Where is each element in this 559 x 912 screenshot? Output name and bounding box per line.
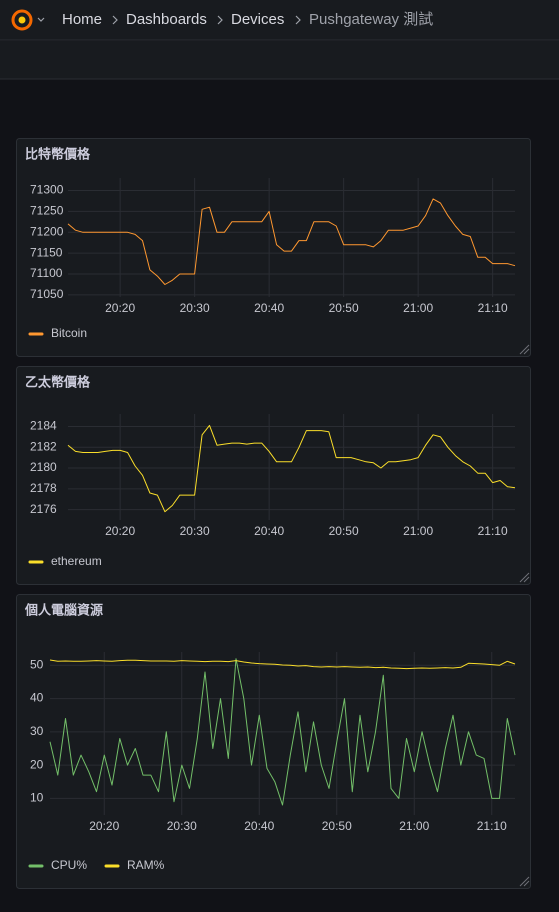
panel-frame [16, 138, 531, 357]
grafana-logo[interactable] [11, 9, 33, 31]
x-tick-label: 20:30 [180, 301, 210, 315]
toolbar [0, 41, 559, 79]
panel-frame [16, 366, 531, 585]
series-line [49, 658, 516, 806]
y-tick-label: 71100 [30, 266, 63, 280]
x-tick-label: 21:10 [478, 301, 508, 315]
y-tick-label: 71300 [30, 183, 64, 197]
y-tick-label: 2182 [30, 439, 57, 453]
chevron [112, 15, 118, 25]
resize-handle [519, 876, 530, 887]
y-tick-label: 10 [30, 791, 44, 805]
resize-handle [519, 572, 530, 583]
y-tick-label: 2178 [30, 481, 57, 495]
panel-title: 比特幣價格 [25, 146, 91, 161]
legend-label: ethereum [51, 554, 102, 568]
series-line [67, 198, 516, 285]
y-tick-label: 71200 [30, 224, 64, 238]
y-tick-label: 30 [30, 724, 44, 738]
y-tick-label: 71250 [30, 204, 64, 218]
x-tick-label: 20:20 [105, 524, 135, 538]
x-tick-label: 21:10 [477, 819, 507, 833]
breadcrumb-dashboards[interactable]: Dashboards [126, 11, 207, 28]
breadcrumb-current: Pushgateway 測試 [309, 11, 433, 28]
chevron [217, 15, 223, 25]
x-tick-label: 20:30 [180, 524, 210, 538]
x-tick-label: 20:20 [89, 819, 119, 833]
logo-ring [11, 9, 33, 31]
series-line [49, 659, 516, 670]
panel: 乙太幣價格 2176 2178 2180 2182 2184 20:20 20:30 20:40… [16, 366, 531, 585]
x-tick-label: 20:40 [254, 301, 284, 315]
series-line [67, 424, 516, 513]
x-tick-label: 21:10 [478, 524, 508, 538]
x-tick-label: 20:50 [329, 301, 359, 315]
x-tick-label: 20:50 [322, 819, 352, 833]
y-tick-label: 2184 [30, 419, 57, 433]
panel-title: 個人電腦資源 [24, 602, 103, 617]
x-tick-label: 21:00 [403, 524, 433, 538]
x-tick-label: 20:40 [244, 819, 274, 833]
panel-frame [16, 594, 531, 889]
y-tick-label: 20 [30, 757, 44, 771]
y-tick-label: 2176 [30, 502, 57, 516]
breadcrumb-devices[interactable]: Devices [231, 11, 284, 28]
x-tick-label: 21:00 [403, 301, 433, 315]
x-tick-label: 20:40 [254, 524, 284, 538]
chevron [295, 15, 301, 25]
breadcrumb-home[interactable]: Home [62, 11, 102, 28]
panel: 比特幣價格 71050 71100 71150 71200 71250 71300 20:20… [16, 138, 531, 357]
legend-label: CPU% [51, 858, 87, 872]
y-tick-label: 2180 [30, 460, 57, 474]
x-tick-label: 20:30 [167, 819, 197, 833]
menu-caret[interactable] [37, 17, 45, 22]
y-tick-label: 40 [30, 691, 44, 705]
legend-label: Bitcoin [51, 326, 87, 340]
y-tick-label: 71150 [30, 245, 63, 259]
y-tick-label: 71050 [30, 287, 64, 301]
x-tick-label: 20:20 [105, 301, 135, 315]
x-tick-label: 20:50 [329, 524, 359, 538]
x-tick-label: 21:00 [399, 819, 429, 833]
resize-handle [519, 344, 530, 355]
panel-title: 乙太幣價格 [25, 374, 91, 389]
legend-label: RAM% [127, 858, 165, 872]
top-bar [0, 0, 559, 40]
y-tick-label: 50 [30, 657, 44, 671]
logo-core [18, 16, 26, 24]
panel: 個人電腦資源 10 20 30 40 50 20:20 20:30 20:40 20:50 21:0… [16, 594, 531, 889]
